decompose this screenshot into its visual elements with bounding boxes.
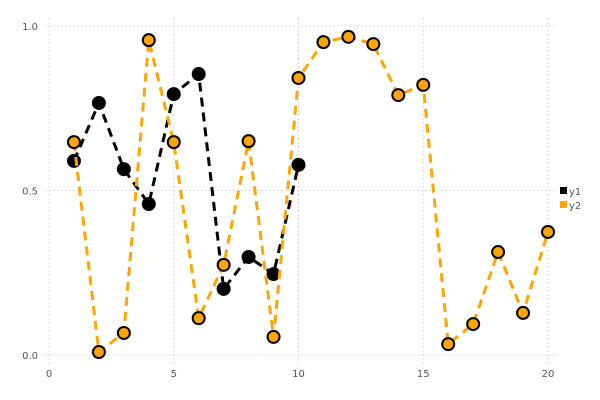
data-point-y2 — [516, 305, 531, 320]
x-tick-label: 5 — [171, 369, 177, 380]
data-point-y1 — [166, 87, 181, 102]
data-point-y1 — [141, 196, 156, 211]
data-point-y2 — [366, 37, 381, 52]
data-point-y2 — [166, 135, 181, 150]
data-point-y2 — [391, 88, 406, 103]
data-point-y2 — [416, 77, 431, 92]
series-line-y2 — [72, 35, 550, 355]
data-point-y1 — [91, 95, 106, 110]
legend-swatch-y1 — [560, 187, 567, 194]
data-point-y1 — [216, 281, 231, 296]
data-point-y2 — [341, 29, 356, 44]
data-point-y2 — [141, 33, 156, 48]
y-tick-label: 0.5 — [22, 187, 38, 198]
y-tick-label: 0.0 — [22, 351, 38, 362]
x-tick-label: 10 — [292, 369, 305, 380]
data-point-y2 — [191, 311, 206, 326]
legend-swatch-y2 — [560, 201, 567, 208]
tick-labels: 0 5 10 15 20 0.0 0.5 1.0 — [22, 22, 554, 380]
data-point-y2 — [291, 70, 306, 85]
data-point-y2 — [466, 317, 481, 332]
x-tick-label: 15 — [417, 369, 430, 380]
series-y2 — [66, 29, 555, 360]
data-point-y1 — [291, 157, 306, 172]
grid — [45, 18, 555, 365]
y-tick-label: 1.0 — [22, 22, 38, 33]
x-tick-label: 0 — [46, 369, 52, 380]
data-point-y2 — [491, 245, 506, 260]
data-point-y2 — [216, 257, 231, 272]
x-tick-label: 20 — [542, 369, 555, 380]
data-point-y2 — [91, 345, 106, 360]
legend-label-y1: y1 — [569, 187, 581, 198]
data-point-y2 — [266, 329, 281, 344]
data-point-y1 — [241, 249, 256, 264]
data-point-y1 — [116, 162, 131, 177]
data-point-y1 — [191, 67, 206, 82]
data-point-y2 — [66, 135, 81, 150]
data-point-y2 — [541, 224, 555, 239]
legend-label-y2: y2 — [569, 201, 581, 212]
series-line-y1 — [72, 71, 300, 293]
data-point-y2 — [116, 325, 131, 340]
series-layer — [66, 29, 555, 360]
series-y1 — [66, 67, 306, 296]
data-point-y2 — [316, 35, 331, 50]
data-point-y2 — [441, 337, 456, 352]
data-point-y2 — [241, 134, 256, 149]
